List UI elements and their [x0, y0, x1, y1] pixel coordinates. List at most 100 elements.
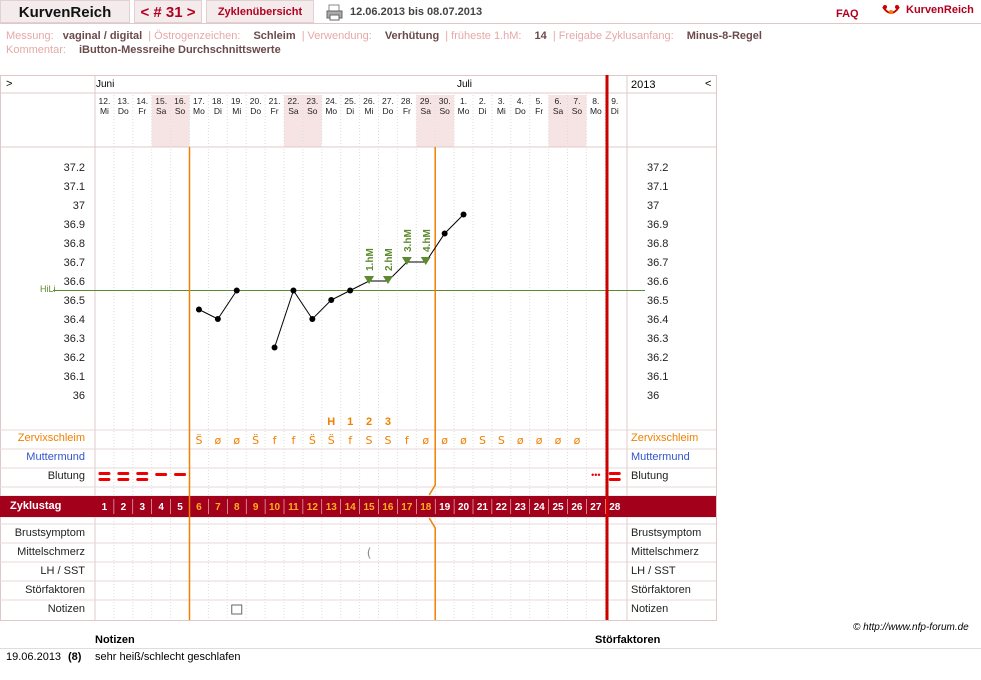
scroll-left-arrow[interactable]: >	[6, 78, 13, 90]
brust-label: Brustsymptom	[14, 527, 85, 539]
day-number: 22.	[288, 96, 300, 106]
weekday-label: Sa	[288, 106, 299, 116]
muttermund-label-right: Muttermund	[631, 451, 690, 463]
day-number: 6.	[555, 96, 562, 106]
day-number: 7.	[573, 96, 580, 106]
day-number: 28.	[401, 96, 413, 106]
weekday-label: Do	[383, 106, 394, 116]
brand-name[interactable]: KurvenReich	[906, 4, 974, 16]
y-tick-label-right: 36.6	[647, 276, 668, 288]
cycle-day-number: 20	[458, 502, 470, 513]
faq-link[interactable]: FAQ	[836, 8, 859, 20]
cycle-day-number: 22	[496, 502, 508, 513]
weekday-label: So	[439, 106, 450, 116]
zervix-value: S	[384, 434, 391, 447]
hm-label: 1.hM	[365, 248, 376, 271]
y-tick-label-right: 36.5	[647, 295, 668, 307]
y-tick-label: 36.5	[64, 295, 85, 307]
scroll-right-arrow[interactable]: <	[705, 78, 712, 90]
weekday-label: Mi	[100, 106, 109, 116]
hili-label: HiLi	[40, 284, 56, 294]
blutung-mark	[117, 472, 130, 475]
zervix-value: S	[479, 434, 486, 447]
cycle-day-number: 15	[363, 502, 375, 513]
day-number: 2.	[479, 96, 486, 106]
day-number: 21.	[269, 96, 281, 106]
zervix-value: ø	[517, 434, 524, 447]
zervix-value: ø	[460, 434, 467, 447]
verwendung-label: Verwendung:	[307, 30, 372, 42]
zervix-value: ø	[422, 434, 429, 447]
blutung-mark	[608, 478, 621, 481]
cycle-day-number: 19	[439, 502, 451, 513]
note-text: sehr heiß/schlecht geschlafen	[95, 651, 241, 663]
note-date: 19.06.2013	[6, 651, 62, 663]
lh-label-right: LH / SST	[631, 565, 676, 577]
stoer-header: Störfaktoren	[595, 634, 661, 646]
weekend-shade	[435, 95, 455, 147]
y-tick-label-right: 36.2	[647, 352, 668, 364]
day-number: 12.	[99, 96, 111, 106]
y-tick-label: 36.7	[64, 257, 85, 269]
cycle-day-number: 2	[121, 502, 127, 513]
weekday-label: So	[572, 106, 583, 116]
zervix-value: S	[498, 434, 505, 447]
y-tick-label: 36.8	[64, 238, 85, 250]
weekday-label: Fr	[403, 106, 411, 116]
weekend-shade	[548, 95, 568, 147]
y-tick-label: 36	[73, 390, 85, 402]
y-tick-label: 36.6	[64, 276, 85, 288]
weekday-label: Mo	[458, 106, 470, 116]
print-icon[interactable]	[326, 3, 344, 21]
weekday-label: Mi	[232, 106, 241, 116]
zervix-value: S̈	[309, 434, 316, 447]
day-number: 23.	[306, 96, 318, 106]
weekday-label: Mo	[590, 106, 602, 116]
zervix-value: f	[405, 434, 410, 447]
zervix-label-right: Zervixschleim	[631, 432, 699, 444]
blutung-mark	[98, 478, 111, 481]
day-number: 17.	[193, 96, 205, 106]
cycle-day-number: 9	[253, 502, 259, 513]
cycle-day-number: 25	[552, 502, 564, 513]
weekday-label: Mo	[193, 106, 205, 116]
cycle-day-number: 28	[609, 502, 621, 513]
y-tick-label: 36.9	[64, 219, 85, 231]
temperature-point-hm	[401, 257, 412, 265]
meta-line-1: Messung: vaginal / digital | Östrogenzeic…	[6, 30, 762, 42]
weekday-label: Sa	[156, 106, 167, 116]
muttermund-label: Muttermund	[26, 451, 85, 463]
weekday-label: Mi	[365, 106, 374, 116]
day-number: 9.	[611, 96, 618, 106]
day-number: 30.	[439, 96, 451, 106]
cycle-nav-tab[interactable]: < # 31 >	[134, 0, 202, 23]
weekday-label: Di	[611, 106, 619, 116]
hm-label: 4.hM	[422, 229, 433, 252]
day-number: 13.	[117, 96, 129, 106]
weekday-label: Mi	[497, 106, 506, 116]
month-july: Juli	[457, 79, 473, 90]
y-tick-label-right: 36.4	[647, 314, 668, 326]
cycle-day-number: 10	[269, 502, 281, 513]
overview-tab[interactable]: Zyklenübersicht	[206, 0, 314, 23]
weekday-label: Do	[250, 106, 261, 116]
cycle-day-number: 4	[158, 502, 164, 513]
zervix-value: S	[366, 434, 373, 447]
copyright: © http://www.nfp-forum.de	[853, 622, 969, 633]
peak-marker-label: 2	[366, 416, 372, 428]
weekday-label: Di	[214, 106, 222, 116]
temperature-point	[214, 316, 221, 322]
brust-label-right: Brustsymptom	[631, 527, 702, 539]
messung-label: Messung:	[6, 30, 54, 42]
zervix-label: Zervixschleim	[17, 432, 85, 444]
app-title-tab[interactable]: KurvenReich	[0, 0, 130, 23]
zervix-value: ø	[555, 434, 562, 447]
day-number: 24.	[325, 96, 337, 106]
weekday-label: Di	[346, 106, 354, 116]
blutung-mark	[136, 478, 149, 481]
weekday-label: So	[307, 106, 318, 116]
zervix-value: f	[273, 434, 278, 447]
weekday-label: Do	[118, 106, 129, 116]
notes-header: Notizen	[95, 634, 135, 646]
freigabe-label: Freigabe Zyklusanfang:	[558, 30, 674, 42]
